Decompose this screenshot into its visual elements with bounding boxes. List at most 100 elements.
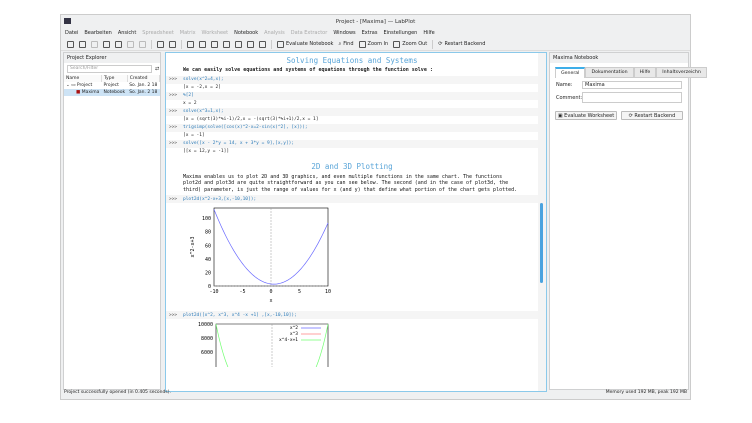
title-bar: Project - [Maxima] — LabPlot	[61, 15, 690, 28]
input-cell[interactable]: >>> trigsimp(solve([cos(x)^2-x=2-sin(x)^2…	[166, 123, 538, 132]
zoom-in-button[interactable]: Zoom In	[358, 40, 388, 48]
comment-input[interactable]	[582, 92, 682, 103]
restart-backend-panel-button[interactable]: ⟳ Restart Backend	[621, 111, 683, 120]
main-window: Project - [Maxima] — LabPlot Datei Bearbe…	[60, 14, 707, 400]
y-tick-label: 80	[205, 230, 211, 236]
cell-input[interactable]: plot2d([x^2, x^3, x^4 -x +1] ,[x,-10,10]…	[183, 312, 297, 318]
toolbar: Evaluate Notebook ⌕ Find Zoom In Zoom Out…	[61, 38, 690, 51]
menu-hilfe[interactable]: Hilfe	[423, 30, 435, 36]
open-icon[interactable]	[79, 40, 86, 48]
new-icon[interactable]	[67, 40, 74, 48]
name-input[interactable]: Maxima	[582, 81, 682, 89]
x-tick-label: 5	[298, 289, 301, 295]
menu-ansicht[interactable]: Ansicht	[117, 30, 137, 36]
evaluate-worksheet-button[interactable]: ▣ Evaluate Worksheet	[555, 111, 617, 120]
cell-input[interactable]: solve(x^2=4,x);	[183, 77, 224, 82]
heading-plotting: 2D and 3D Plotting	[311, 161, 393, 171]
output-cell: [x = -2,x = 2]	[183, 85, 221, 90]
output-cell: [[x = 12,y = -1]]	[183, 149, 230, 154]
prompt: >>>	[169, 196, 178, 202]
prompt: >>>	[169, 109, 178, 114]
scroll-thumb[interactable]	[540, 203, 543, 283]
cell-input[interactable]: solve([x - 2*y = 14, x + 3*y = 9],[x,y])…	[183, 141, 295, 146]
save-icon[interactable]	[91, 40, 98, 48]
col-name[interactable]: Name	[64, 75, 102, 82]
tree-row-maxima[interactable]: ■ Maxima Notebook So. Jan. 2 18	[64, 89, 160, 96]
filter-icon[interactable]: ⇄	[155, 66, 160, 72]
project-tree: Name Type Created ⌄ ▭ Project Project So. Ja…	[64, 75, 161, 96]
import-icon[interactable]	[259, 40, 266, 48]
layout2-icon[interactable]	[169, 40, 176, 48]
x-tick-label: -5	[239, 289, 245, 295]
paragraph-plotting: Maxima enables us to plot 2D and 3D grap…	[183, 173, 518, 193]
series-line	[215, 323, 329, 367]
y-tick-label: 40	[205, 257, 211, 263]
prompt: >>>	[169, 77, 178, 82]
series-line	[213, 209, 329, 285]
menu-analysis[interactable]: Analysis	[264, 30, 285, 36]
x-tick-label: 0	[269, 289, 272, 295]
tab-documentation[interactable]: Dokumentation	[585, 67, 634, 78]
y-tick-label: 0	[208, 284, 211, 290]
menu-notebook[interactable]: Notebook	[234, 30, 259, 36]
evaluate-notebook-button[interactable]: Evaluate Notebook	[277, 40, 333, 48]
input-cell[interactable]: >>> solve(x^2=4,x);	[166, 75, 538, 84]
search-input[interactable]: Search/Filter	[67, 65, 152, 73]
menu-worksheet[interactable]: Worksheet	[201, 30, 229, 36]
output-cell: [x = -1]	[183, 133, 205, 138]
layout-icon[interactable]	[157, 40, 164, 48]
heading-solving: Solving Equations and Systems	[286, 56, 418, 65]
datapicker-icon[interactable]	[235, 40, 242, 48]
spreadsheet-icon[interactable]	[187, 40, 194, 48]
legend-label: x^3	[290, 331, 298, 337]
worksheet-icon[interactable]	[211, 40, 218, 48]
notebook-scrollbar[interactable]	[538, 53, 546, 391]
menu-windows[interactable]: Windows	[333, 30, 356, 36]
menu-einstellungen[interactable]: Einstellungen	[383, 30, 418, 36]
input-cell[interactable]: >>> plot2d([x^2, x^3, x^4 -x +1] ,[x,-10,…	[166, 311, 538, 319]
input-cell[interactable]: >>> solve(x^3=1,x);	[166, 107, 538, 116]
row-name: Maxima	[81, 90, 100, 95]
evaluate-worksheet-label: Evaluate Worksheet	[564, 112, 615, 119]
zoom-out-icon	[393, 40, 401, 48]
cell-input[interactable]: %[2]	[183, 93, 194, 98]
notebook-icon[interactable]	[247, 40, 254, 48]
matrix-icon[interactable]	[199, 40, 206, 48]
cell-input[interactable]: plot2d(x^2-x+3,[x,-10,10]);	[183, 196, 257, 202]
menu-bearbeiten[interactable]: Bearbeiten	[84, 30, 112, 36]
zoom-out-label: Zoom Out	[402, 41, 428, 47]
input-cell[interactable]: >>> %[2]	[166, 91, 538, 100]
undo-icon[interactable]	[127, 40, 134, 48]
zoom-in-icon	[358, 40, 366, 48]
tab-general[interactable]: General	[555, 67, 586, 78]
tab-contents[interactable]: Inhaltsverzeichn	[656, 67, 707, 78]
input-cell[interactable]: >>> plot2d(x^2-x+3,[x,-10,10]);	[166, 195, 538, 203]
tab-help[interactable]: Hilfe	[633, 67, 657, 78]
notes-icon[interactable]	[223, 40, 230, 48]
x-tick-label: -10	[209, 289, 218, 295]
y-tick-label: 10000	[198, 322, 213, 328]
row-created: So. Jan. 2 18	[127, 89, 160, 96]
menu-matrix[interactable]: Matrix	[179, 30, 196, 36]
panel-title: Maxima Notebook	[550, 53, 688, 63]
row-name: Project	[76, 83, 93, 88]
tree-row-project[interactable]: ⌄ ▭ Project Project So. Jan. 2 18	[64, 82, 160, 89]
cell-input[interactable]: trigsimp(solve([cos(x)^2-x=2-sin(x)^2], …	[183, 125, 308, 130]
menu-spreadsheet[interactable]: Spreadsheet	[142, 30, 174, 36]
find-button[interactable]: ⌕ Find	[338, 41, 353, 47]
print-icon[interactable]	[103, 40, 110, 48]
y-tick-label: 100	[202, 216, 211, 222]
cell-input[interactable]: solve(x^3=1,x);	[183, 109, 224, 114]
menu-data-extractor[interactable]: Data Extractor	[290, 30, 328, 36]
notebook-view[interactable]: Solving Equations and Systems We can eas…	[165, 52, 547, 392]
restart-backend-button[interactable]: ⟳ Restart Backend	[438, 41, 485, 47]
status-bar: Project successfully opened (in 0.405 se…	[64, 390, 687, 398]
zoom-out-button[interactable]: Zoom Out	[393, 40, 428, 48]
menu-datei[interactable]: Datei	[65, 30, 79, 36]
input-cell[interactable]: >>> solve([x - 2*y = 14, x + 3*y = 9],[x,…	[166, 139, 538, 148]
menu-extras[interactable]: Extras	[361, 30, 378, 36]
export-icon[interactable]	[115, 40, 122, 48]
redo-icon[interactable]	[139, 40, 146, 48]
col-type[interactable]: Type	[101, 75, 128, 82]
col-created[interactable]: Created	[127, 75, 161, 82]
